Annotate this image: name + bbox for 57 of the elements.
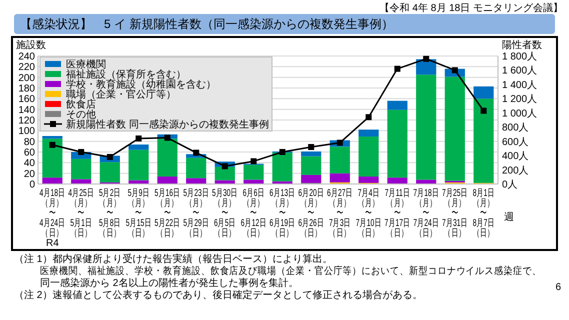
y-tick-label: 20 (24, 168, 36, 180)
y-tick-label: 120 (18, 116, 36, 126)
y2-tick-label: 1 200人 (502, 94, 538, 106)
legend-label: 医療機関 (66, 58, 106, 70)
y2-tick-label: 400人 (502, 151, 529, 162)
y-tick-label: 160 (18, 94, 36, 106)
text: 【令和 4年 8月 18日 モニタリング会議】 (380, 2, 563, 14)
x-tick-label: 7月25日（月）〜7月31日（日） (442, 186, 468, 238)
y-tick-label: 140 (18, 104, 36, 116)
text: 6 (555, 282, 562, 293)
text: 同一感染源から 2名以上の陽性者が発生した事例を集計。 (40, 277, 298, 289)
text: （注 2）速報値として公表するものであり、後日確定データとして修正される場合がある。 (14, 289, 422, 301)
legend-label: その他 (66, 108, 96, 120)
legend-label: 新規陽性者数 同一感染源からの複数発生事例 (66, 118, 269, 130)
y2-tick-label: 1 000人 (502, 108, 538, 120)
x-tick-label: 6月27日（月）〜7月3日（日） (327, 186, 353, 238)
y-tick-label: 40 (24, 158, 36, 170)
x-tick-label: 5月23日（月）〜5月29日（日） (183, 186, 209, 238)
y2-tick-label: 1 400人 (502, 80, 538, 91)
x-tick-label: 5月30日（月）〜6月5日（日） (212, 186, 238, 238)
y2-tick-label: 600人 (502, 136, 529, 148)
y2-tick-label: 1 600人 (502, 66, 538, 77)
legend-label: 職場（企業・官公庁等） (66, 88, 176, 100)
y-tick-label: 180 (18, 84, 36, 94)
x-tick-label: 5月16日（月）〜5月22日（日） (154, 186, 180, 238)
x-tick-label: 4月18日（月）〜4月24日（日） (40, 186, 66, 238)
y-tick-label: 60 (24, 148, 36, 158)
x-tick-label: 6月6日（月）〜6月12日（日） (240, 186, 266, 238)
y-tick-label: 240 (18, 52, 36, 62)
y2-tick-label: 0人 (502, 180, 518, 190)
x-axis-title: 週 (504, 212, 514, 223)
text: （注 1）都内保健所より受けた報告実績（報告日ベース）により算出。 (14, 253, 332, 265)
legend-label: 学校・教育施設（幼稚園を含む） (66, 78, 216, 90)
x-tick-label: 4月25日（月）〜5月1日（日） (68, 186, 94, 238)
y2-axis-title: 陽性者数 (502, 39, 542, 51)
legend-label: 福祉施設（保育所を含む） (66, 68, 186, 80)
text: 医療機関、福祉施設、学校・教育施設、飲食店及び職場（企業・官公庁等）において、新型コロナウイルス感染症で、 (40, 264, 542, 278)
x-tick-label: 5月2日（月）〜5月8日（日） (98, 186, 121, 238)
y2-tick-label: 800人 (502, 122, 529, 134)
x-tick-label: 7月18日（月）〜7月24日（日） (413, 186, 439, 238)
text: R4 (46, 238, 60, 249)
y-tick-label: 220 (18, 62, 36, 74)
legend-label: 飲食店 (66, 98, 96, 110)
y-tick-label: 80 (24, 136, 36, 148)
x-tick-label: 7月4日（月）〜7月10日（日） (356, 186, 382, 238)
x-tick-label: 8月1日（月）〜8月7日（日） (472, 186, 495, 238)
x-tick-label: 6月20日（月）〜6月26日（日） (298, 186, 324, 238)
y-tick-label: 0 (29, 180, 36, 190)
y2-tick-label: 1 800人 (502, 52, 538, 62)
y-tick-label: 100 (18, 126, 36, 138)
x-tick-label: 5月9日（月）〜5月15日（日） (126, 186, 152, 238)
x-tick-label: 7月11日（月）〜7月17日（日） (384, 186, 410, 238)
y-tick-label: 200 (18, 72, 36, 84)
y2-tick-label: 200人 (502, 165, 529, 176)
chart-title: 【感染状況】 5 イ 新規陽性者数（同一感染源からの複数発生事例） (20, 17, 394, 31)
y-axis-title: 施設数 (16, 39, 46, 51)
x-tick-label: 6月13日（月）〜6月19日（日） (270, 186, 296, 238)
